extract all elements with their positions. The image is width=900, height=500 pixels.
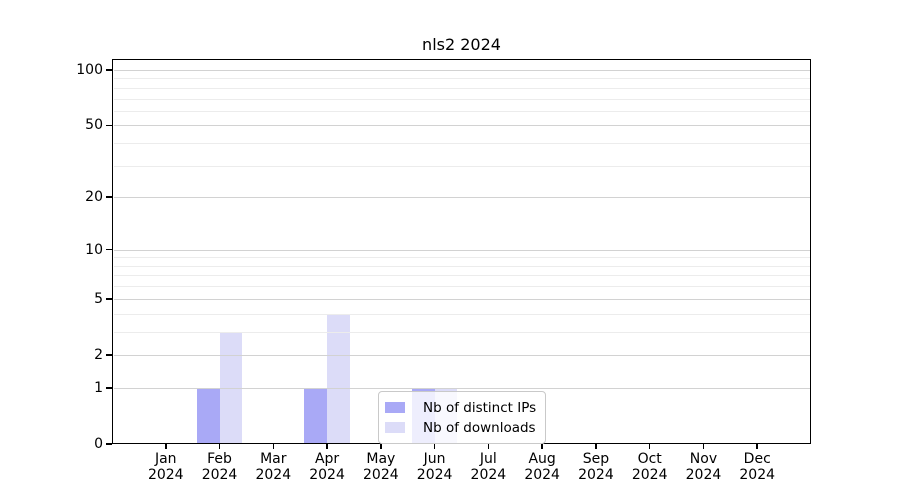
gridline-minor [114,87,810,89]
y-tick-mark [106,124,112,127]
x-tick-mark [702,444,705,449]
plot-area [114,61,810,443]
gridline-minor [114,257,810,259]
gridline-minor [114,265,810,267]
chart-title: nls2 2024 [422,35,501,54]
bar-distinct-ips [304,388,328,443]
gridline-major [114,354,810,356]
legend-label: Nb of downloads [423,419,536,436]
y-tick-label: 5 [94,290,103,307]
y-tick-mark [106,297,112,300]
x-tick-mark [433,444,436,449]
x-tick-mark [595,444,597,449]
x-tick-label: Feb 2024 [201,451,238,483]
x-tick-mark [164,444,167,449]
gridline-minor [114,78,810,80]
y-tick-mark [106,248,112,251]
gridline-major [114,197,810,199]
gridline-minor [114,313,810,315]
gridline-major [114,249,810,251]
x-tick-mark [648,444,651,449]
gridline-minor [114,331,810,333]
y-tick-label: 10 [85,241,103,258]
legend-item: Nb of distinct IPs [385,398,536,417]
legend-swatch-distinct-ips [385,402,405,413]
bar-downloads [327,314,350,443]
x-tick-mark [756,444,759,449]
y-tick-label: 1 [94,379,103,396]
x-tick-mark [487,444,490,449]
y-tick-mark [106,69,112,71]
gridline-minor [114,143,810,145]
gridline-major [114,70,810,71]
gridline-major [114,298,810,300]
legend-swatch-downloads [385,422,405,433]
gridline-minor [114,110,810,112]
gridline-minor [114,98,810,100]
y-tick-label: 0 [94,436,103,452]
x-tick-label: Aug 2024 [524,451,560,483]
y-tick-mark [106,196,112,199]
gridline-major [114,387,810,389]
gridline-minor [114,165,810,167]
gridline-minor [114,275,810,277]
y-tick-label: 20 [85,189,103,206]
x-tick-label: Jan 2024 [147,451,184,483]
x-tick-label: Jul 2024 [470,451,507,483]
y-tick-mark [106,354,112,356]
x-tick-mark [326,444,328,449]
y-tick-label: 50 [85,117,103,134]
x-tick-mark [272,444,275,449]
x-tick-mark [380,444,382,449]
x-tick-label: Apr 2024 [309,451,345,483]
gridline-major [114,125,810,127]
legend-label: Nb of distinct IPs [423,399,537,416]
x-tick-label: Mar 2024 [255,451,292,483]
x-tick-label: Dec 2024 [739,451,776,483]
x-tick-label: Oct 2024 [631,451,668,483]
x-tick-mark [541,444,543,449]
legend: Nb of distinct IPs Nb of downloads [378,391,547,444]
x-tick-label: May 2024 [363,451,399,483]
y-tick-label: 2 [94,346,103,363]
y-tick-mark [106,387,112,389]
x-tick-mark [218,444,221,449]
x-tick-label: Nov 2024 [685,451,722,483]
bar-distinct-ips [196,388,220,443]
gridline-minor [114,286,810,288]
x-tick-label: Jun 2024 [416,451,453,483]
y-tick-mark [106,443,112,445]
y-tick-label: 100 [76,62,103,78]
x-tick-label: Sep 2024 [578,451,614,483]
legend-item: Nb of downloads [385,418,536,437]
